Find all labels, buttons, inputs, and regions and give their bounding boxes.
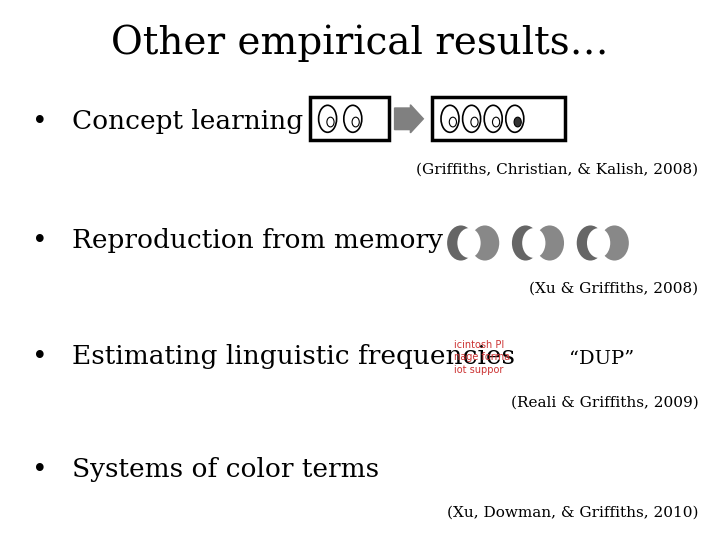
Ellipse shape — [447, 226, 474, 261]
Ellipse shape — [512, 226, 539, 261]
Text: Systems of color terms: Systems of color terms — [72, 457, 379, 482]
Ellipse shape — [449, 117, 456, 127]
Ellipse shape — [587, 228, 611, 258]
Ellipse shape — [327, 117, 334, 127]
Ellipse shape — [344, 105, 362, 132]
Text: (Reali & Griffiths, 2009): (Reali & Griffiths, 2009) — [510, 395, 698, 409]
Ellipse shape — [457, 228, 481, 258]
Ellipse shape — [522, 228, 546, 258]
Ellipse shape — [600, 226, 629, 261]
Ellipse shape — [492, 117, 500, 127]
Text: •: • — [32, 228, 48, 253]
Text: •: • — [32, 344, 48, 369]
Bar — [310, 97, 389, 140]
Ellipse shape — [471, 117, 478, 127]
Ellipse shape — [485, 105, 503, 132]
FancyArrow shape — [395, 105, 423, 133]
Ellipse shape — [463, 105, 481, 132]
Text: icintosh PI
nage forma
iot suppor: icintosh PI nage forma iot suppor — [454, 340, 510, 375]
Text: (Xu, Dowman, & Griffiths, 2010): (Xu, Dowman, & Griffiths, 2010) — [447, 506, 698, 520]
Bar — [432, 97, 565, 140]
Ellipse shape — [577, 226, 604, 261]
Ellipse shape — [470, 226, 499, 261]
Ellipse shape — [441, 105, 459, 132]
Ellipse shape — [505, 105, 523, 132]
Text: “DUP”: “DUP” — [569, 350, 634, 368]
Text: (Griffiths, Christian, & Kalish, 2008): (Griffiths, Christian, & Kalish, 2008) — [416, 163, 698, 177]
Text: (Xu & Griffiths, 2008): (Xu & Griffiths, 2008) — [529, 282, 698, 296]
Ellipse shape — [514, 117, 521, 127]
Text: Estimating linguistic frequencies: Estimating linguistic frequencies — [72, 344, 515, 369]
Ellipse shape — [319, 105, 337, 132]
Ellipse shape — [352, 117, 359, 127]
Ellipse shape — [535, 226, 564, 261]
Text: Reproduction from memory: Reproduction from memory — [72, 228, 443, 253]
Text: Concept learning: Concept learning — [72, 109, 303, 134]
Text: •: • — [32, 457, 48, 482]
Text: Other empirical results…: Other empirical results… — [111, 24, 609, 62]
Text: •: • — [32, 109, 48, 134]
